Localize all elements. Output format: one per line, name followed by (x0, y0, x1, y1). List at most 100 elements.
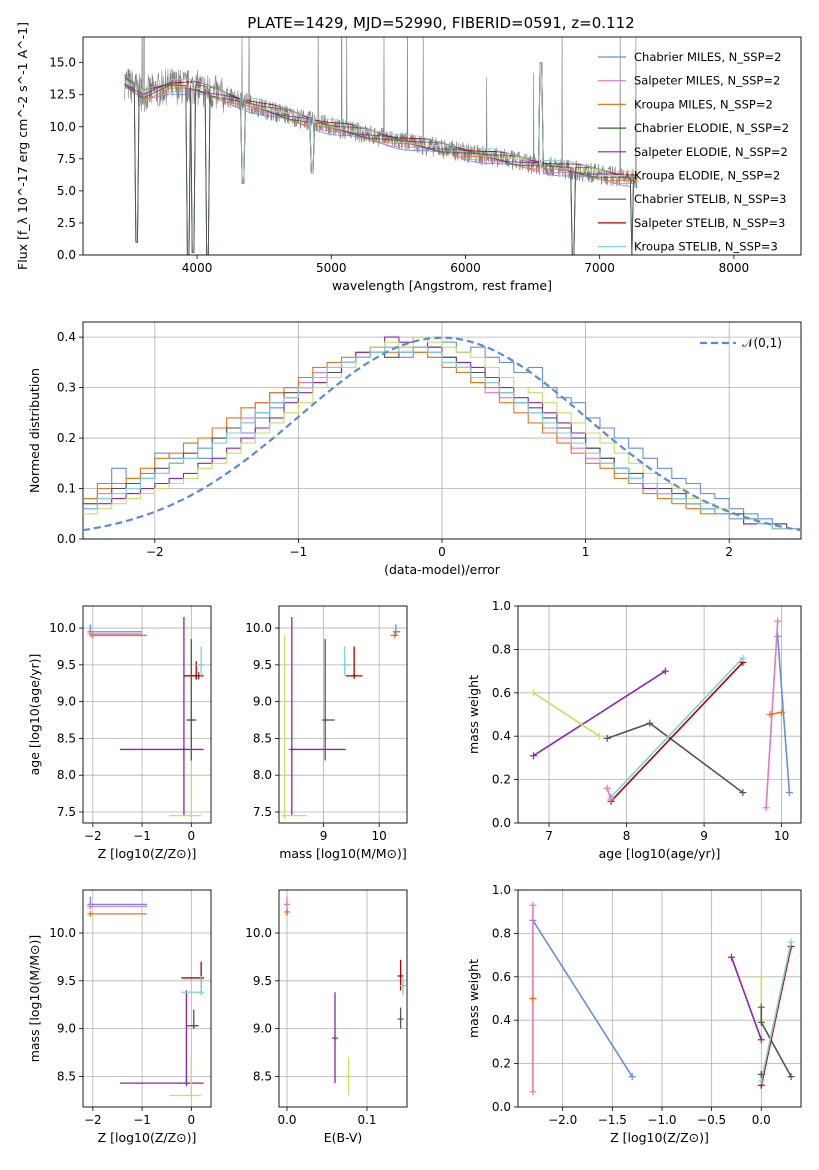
x-tick-label: −1.0 (647, 1113, 676, 1127)
y-tick-label: 9.0 (57, 695, 76, 709)
axes-frame (82, 605, 212, 824)
spectrum-legend: Chabrier MILES, N_SSP=2 Salpeter MILES, N… (598, 50, 789, 254)
y-tick-label: 9.0 (57, 1022, 76, 1036)
x-tick-label: −2 (84, 829, 102, 843)
data-point (198, 661, 205, 668)
weight-marker (529, 995, 537, 1002)
data-point (180, 746, 187, 753)
y-tick-label: 8.0 (57, 768, 76, 782)
axes-frame (278, 889, 408, 1108)
x-tick-label: −2 (84, 1113, 102, 1127)
y-axis-label: Normed distribution (27, 368, 42, 493)
y-tick-label: 9.0 (253, 1022, 272, 1036)
x-tick-label: 4000 (182, 261, 213, 275)
y-tick-label: 0.8 (492, 926, 511, 940)
data-point (284, 908, 290, 915)
weight-marker (603, 784, 611, 792)
x-tick-label: 10 (372, 829, 387, 843)
y-tick-label: 0.0 (492, 1100, 511, 1114)
legend-label: Kroupa STELIB, N_SSP=3 (634, 240, 778, 254)
y-tick-label: 0.2 (492, 773, 511, 787)
legend-label: Salpeter ELODIE, N_SSP=2 (634, 145, 788, 159)
x-axis-label: age [log10(age/yr)] (599, 846, 721, 861)
axes-frame (278, 605, 408, 824)
x-tick-label: 0 (438, 545, 446, 559)
weight-marker (785, 789, 793, 797)
weight-marker (757, 1070, 765, 1078)
data-point (391, 632, 398, 639)
spectrum-lines (124, 37, 638, 255)
y-tick-label: 0.4 (492, 1013, 511, 1027)
weight-marker (778, 708, 786, 716)
weight-line (606, 788, 612, 800)
axes-frame (517, 605, 802, 824)
y-tick-label: 8.0 (253, 768, 272, 782)
axes-frame (82, 889, 212, 1108)
x-tick-label: −0.5 (697, 1113, 726, 1127)
y-tick-label: 9.5 (253, 658, 272, 672)
y-tick-label: 7.5 (57, 152, 76, 166)
weight-marker (661, 667, 669, 675)
weight-line (533, 670, 666, 757)
y-tick-label: 0.3 (57, 381, 76, 395)
histogram-series (83, 346, 801, 530)
y-tick-label: 5.0 (57, 184, 76, 198)
y-tick-label: 15.0 (49, 56, 76, 70)
weight-marker (529, 901, 537, 909)
data-point (345, 1073, 352, 1080)
x-tick-label: −1 (133, 1113, 151, 1127)
legend-label: 𝒩(0,1) (742, 336, 782, 350)
panel-spectrum: 4000 5000 6000 7000 8000 0.0 2.5 5.0 7.5 10.0 12.5… (15, 22, 802, 293)
data-point (392, 628, 399, 635)
weight-marker (774, 617, 782, 625)
x-tick-label: 8000 (719, 261, 750, 275)
x-tick-label: −1 (290, 545, 308, 559)
y-tick-label: 7.5 (253, 805, 272, 819)
weight-marker (628, 1073, 636, 1081)
x-tick-label: 1 (582, 545, 590, 559)
data-point (281, 812, 288, 819)
errorbar-points (281, 617, 401, 819)
y-tick-label: 10.0 (49, 621, 76, 635)
weight-line (730, 957, 763, 1040)
x-axis-label: mass [log10(M/M⊙)] (279, 846, 407, 861)
x-tick-label: −2 (146, 545, 164, 559)
y-tick-label: 2.5 (57, 216, 76, 230)
y-tick-label: 10.0 (245, 926, 272, 940)
data-point (322, 717, 329, 724)
x-tick-label: −1.5 (598, 1113, 627, 1127)
weight-marker (757, 973, 765, 981)
y-tick-label: 9.5 (253, 974, 272, 988)
data-point (397, 973, 404, 980)
x-tick-label: 0.1 (357, 1113, 376, 1127)
y-tick-label: 12.5 (49, 88, 76, 102)
legend-label: Salpeter MILES, N_SSP=2 (634, 74, 780, 88)
legend-label: Salpeter STELIB, N_SSP=3 (634, 216, 785, 230)
weight-marker (595, 732, 603, 740)
panel-ebv-vs-mass: 0.0 0.1 8.5 9.0 9.5 10.0 E(B-V) (245, 889, 408, 1145)
x-tick-label: 0.0 (277, 1113, 296, 1127)
weight-marker (757, 1018, 765, 1026)
errorbar-points (87, 617, 205, 819)
weight-marker (739, 789, 747, 797)
panel-z-vs-weight: −2.0 −1.5 −1.0 −0.5 0.0 0.0 0.2 0.4 0.6 0.8 1.0 Z [… (466, 883, 802, 1145)
weight-marker (530, 689, 538, 697)
weight-lines (530, 617, 793, 812)
y-axis-label: Flux [f_λ 10^-17 erg cm^-2 s^-1 A^-1] (15, 22, 30, 270)
figure-title: PLATE=1429, MJD=52990, FIBERID=0591, z=0… (247, 14, 634, 32)
x-axis-label: (data-model)/error (384, 562, 501, 577)
weight-lines (529, 901, 795, 1096)
x-tick-label: 10 (774, 829, 789, 843)
y-tick-label: 8.5 (57, 1069, 76, 1083)
data-point (193, 672, 200, 679)
y-tick-label: 1.0 (492, 599, 511, 613)
weight-marker (757, 1036, 765, 1044)
weight-marker (646, 719, 654, 727)
weight-line (533, 692, 600, 737)
x-tick-label: 5000 (316, 261, 347, 275)
weight-marker (774, 632, 782, 640)
panel-residual-hist: −2 −1 0 1 2 0.0 0.1 0.2 0.3 0.4 (data-model)/error… (27, 321, 802, 577)
weight-line (760, 941, 792, 1082)
data-point (284, 901, 290, 908)
